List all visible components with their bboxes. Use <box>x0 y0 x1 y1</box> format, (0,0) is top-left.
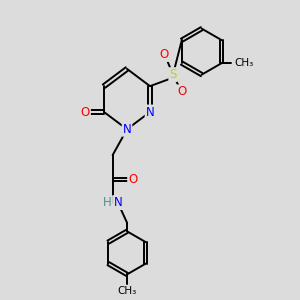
Text: CH₃: CH₃ <box>117 286 136 296</box>
Text: N: N <box>146 106 154 118</box>
Text: N: N <box>113 196 122 209</box>
Text: N: N <box>123 123 131 136</box>
Text: O: O <box>128 173 137 186</box>
Text: CH₃: CH₃ <box>235 58 254 68</box>
Text: O: O <box>160 48 169 61</box>
Text: S: S <box>169 68 177 81</box>
Text: H: H <box>103 196 112 209</box>
Text: O: O <box>177 85 186 98</box>
Text: O: O <box>81 106 90 118</box>
